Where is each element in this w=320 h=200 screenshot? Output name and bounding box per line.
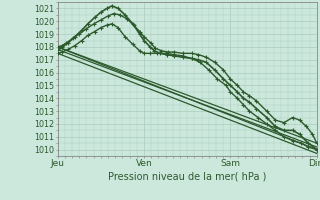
X-axis label: Pression niveau de la mer( hPa ): Pression niveau de la mer( hPa ) xyxy=(108,171,266,181)
